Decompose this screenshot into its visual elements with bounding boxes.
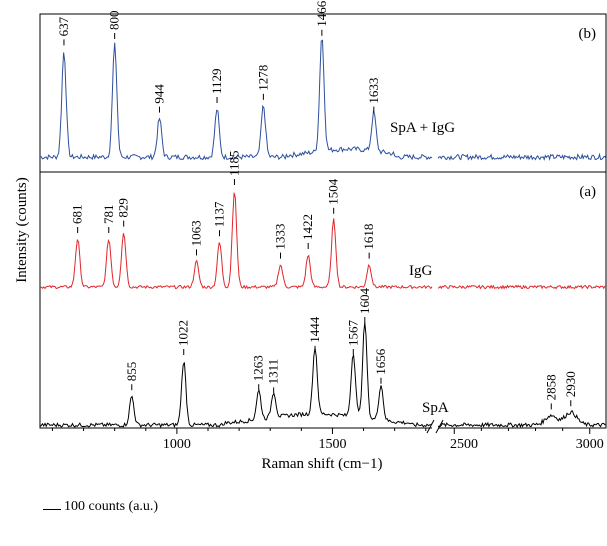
trace-left	[39, 39, 433, 161]
x-axis-title: Raman shift (cm−1)	[262, 456, 383, 472]
trace-left	[39, 192, 433, 290]
break-slash	[426, 419, 435, 434]
y-axis-title: Intensity (counts)	[14, 177, 30, 282]
panel-label-a: (a)	[579, 184, 596, 200]
peak-label: 829	[116, 198, 131, 218]
axis-break-marks	[426, 419, 444, 434]
peak-label: 1633	[366, 78, 381, 104]
peak-label: 1422	[300, 214, 315, 240]
peak-label: 781	[101, 205, 116, 225]
x-tick-label: 1000	[163, 437, 191, 452]
series-1-trace	[39, 192, 606, 290]
trace-right	[437, 284, 606, 290]
trace-right	[437, 410, 607, 429]
series-label-spa: SpA	[422, 400, 449, 416]
peak-label: 1129	[209, 68, 224, 94]
peak-label: 1333	[273, 224, 288, 250]
panel-b-frame	[39, 13, 607, 173]
panel-label-b: (b)	[579, 26, 597, 42]
x-tick-label: 2500	[450, 437, 478, 452]
peak-label: 800	[107, 11, 122, 31]
x-tick-label: 3000	[576, 437, 604, 452]
peak-label: 1567	[345, 320, 360, 347]
peak-label: 1137	[212, 201, 227, 227]
spectra-traces	[39, 39, 607, 429]
series-2-trace	[39, 322, 607, 429]
peak-label: 681	[70, 205, 85, 225]
series-0-trace	[39, 39, 607, 162]
peak-label: 1618	[361, 224, 376, 250]
peak-label: 1311	[266, 359, 281, 385]
break-gap	[432, 420, 438, 434]
peak-label: 1656	[373, 348, 388, 375]
trace-right	[437, 152, 607, 162]
panel-a-frame	[39, 171, 607, 429]
peak-label: 944	[152, 84, 167, 104]
peak-labels: 637 800 944 1129 1278 1466 1633 681 781 829 1063 11…	[56, 0, 578, 410]
series-label-spa-igg: SpA + IgG	[390, 120, 455, 136]
peak-label: 1504	[326, 178, 341, 205]
scale-bar	[43, 509, 61, 510]
peak-label: 637	[56, 16, 71, 36]
peak-label: 2930	[563, 371, 578, 397]
peak-label: 1263	[251, 355, 266, 381]
peak-label: 1185	[226, 150, 241, 176]
peak-label: 855	[124, 362, 139, 382]
peak-label: 1063	[189, 220, 204, 246]
peak-label: 1604	[357, 288, 372, 315]
scale-bar-label: 100 counts (a.u.)	[64, 499, 159, 514]
trace-left	[39, 322, 433, 429]
peak-label: 1444	[307, 316, 322, 343]
peak-label: 1466	[314, 0, 329, 27]
series-label-igg: IgG	[409, 263, 432, 279]
peak-label: 2858	[543, 374, 558, 400]
x-axis-ticks: 1000 1500 2500 3000	[51, 428, 604, 452]
peak-label: 1278	[255, 65, 270, 91]
x-tick-label: 1500	[318, 437, 346, 452]
peak-label: 1022	[176, 320, 191, 346]
